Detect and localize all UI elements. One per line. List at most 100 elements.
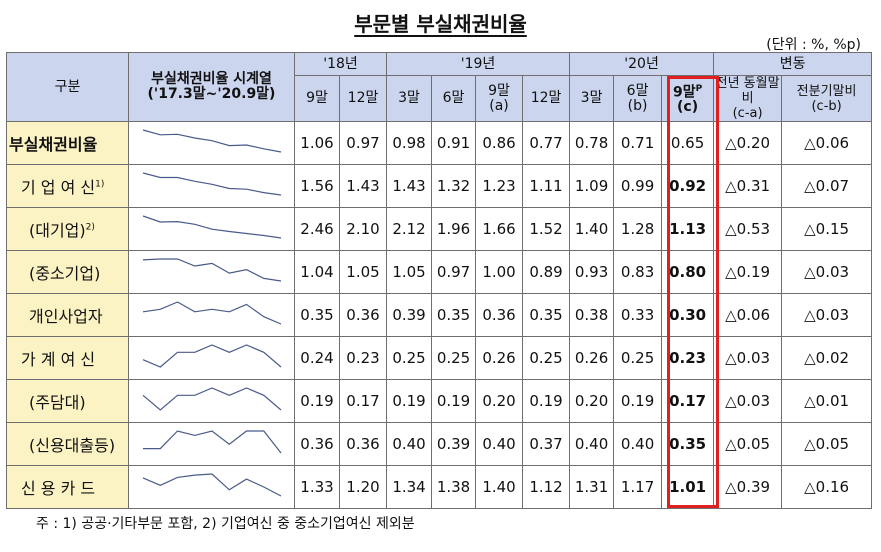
- header-series: 부실채권비율 시계열 ('17.3말~'20.9말): [128, 52, 295, 122]
- table-cell: 0.93: [569, 250, 615, 294]
- table-cell: △0.19: [713, 250, 783, 294]
- table-cell: 0.36: [338, 422, 388, 466]
- table-cell: 0.92: [661, 164, 715, 208]
- col-19-3: 3말: [386, 75, 433, 122]
- col-18-12: 12말: [338, 75, 388, 122]
- table-cell: △0.02: [781, 336, 873, 380]
- table-cell: 2.10: [338, 207, 388, 251]
- col-19-9: 9말 (a): [475, 75, 524, 122]
- table-cell: 0.86: [475, 121, 524, 165]
- table-cell: 0.99: [613, 164, 663, 208]
- table-cell: 0.33: [613, 293, 663, 337]
- table-cell: 1.04: [294, 250, 340, 294]
- table-cell: 0.40: [386, 422, 433, 466]
- header-2019: '19년: [386, 52, 571, 76]
- table-cell: 0.23: [661, 336, 715, 380]
- table-cell: 0.89: [522, 250, 571, 294]
- table-cell: 0.83: [613, 250, 663, 294]
- table-cell: 1.17: [613, 465, 663, 509]
- table-cell: 1.05: [386, 250, 433, 294]
- table-cell: 0.19: [294, 379, 340, 423]
- table-cell: 0.97: [431, 250, 477, 294]
- table-cell: 1.20: [338, 465, 388, 509]
- row-label: (중소기업): [6, 250, 129, 294]
- table-cell: 0.38: [569, 293, 615, 337]
- table-cell: 0.77: [522, 121, 571, 165]
- row-label: (대기업)2): [6, 207, 129, 251]
- table-cell: 0.25: [431, 336, 477, 380]
- col-yoy: 전년 동월말비 (c-a): [713, 75, 783, 122]
- table-cell: △0.07: [781, 164, 873, 208]
- table-cell: 0.35: [661, 422, 715, 466]
- table-cell: △0.06: [781, 121, 873, 165]
- table-cell: 0.35: [431, 293, 477, 337]
- table-cell: 0.24: [294, 336, 340, 380]
- row-label: 부실채권비율: [6, 121, 129, 165]
- table-cell: 0.37: [522, 422, 571, 466]
- sparkline: [128, 207, 295, 251]
- table-row: 기 업 여 신1) 1.56 1.43 1.43 1.32 1.23 1.11 1.09 0.9…: [6, 164, 873, 208]
- table-row: 부실채권비율 1.06 0.97 0.98 0.91 0.86 0.77 0.78 0.71 0.…: [6, 121, 873, 165]
- table-row: (주담대) 0.19 0.17 0.19 0.19 0.20 0.19 0.20 0.19 0.1…: [6, 379, 873, 423]
- row-label: (주담대): [6, 379, 129, 423]
- npl-ratio-table: 구분 부실채권비율 시계열 ('17.3말~'20.9말) '18년 '19년 '…: [6, 52, 873, 509]
- table-cell: 1.33: [294, 465, 340, 509]
- table-cell: 1.38: [431, 465, 477, 509]
- table-cell: 1.13: [661, 207, 715, 251]
- table-cell: 0.30: [661, 293, 715, 337]
- table-cell: 0.19: [522, 379, 571, 423]
- sparkline: [128, 465, 295, 509]
- table-cell: △0.03: [781, 250, 873, 294]
- table-cell: 0.65: [661, 121, 715, 165]
- table-cell: 2.12: [386, 207, 433, 251]
- table-cell: 1.28: [613, 207, 663, 251]
- table-cell: 0.36: [475, 293, 524, 337]
- table-cell: △0.05: [713, 422, 783, 466]
- table-cell: 1.11: [522, 164, 571, 208]
- table-cell: △0.16: [781, 465, 873, 509]
- table-cell: 1.40: [569, 207, 615, 251]
- table-cell: 1.96: [431, 207, 477, 251]
- col-19-6: 6말: [431, 75, 477, 122]
- table-cell: 1.12: [522, 465, 571, 509]
- table-row: (중소기업) 1.04 1.05 1.05 0.97 1.00 0.89 0.93 0.83 0.…: [6, 250, 873, 294]
- table-cell: 1.09: [569, 164, 615, 208]
- table-cell: 0.80: [661, 250, 715, 294]
- table-cell: 1.43: [386, 164, 433, 208]
- table-row: 가 계 여 신 0.24 0.23 0.25 0.25 0.26 0.25 0.26 0.25 0…: [6, 336, 873, 380]
- table-cell: 0.98: [386, 121, 433, 165]
- table-cell: 0.23: [338, 336, 388, 380]
- table-title: 부문별 부실채권비율: [354, 12, 527, 36]
- table-cell: 0.25: [386, 336, 433, 380]
- table-row: (신용대출등) 0.36 0.36 0.40 0.39 0.40 0.37 0.40 0.40 0…: [6, 422, 873, 466]
- table-cell: 0.26: [475, 336, 524, 380]
- table-cell: 0.35: [294, 293, 340, 337]
- table-cell: 0.40: [613, 422, 663, 466]
- table-cell: 2.46: [294, 207, 340, 251]
- row-label: 가 계 여 신: [6, 336, 129, 380]
- table-row: 개인사업자 0.35 0.36 0.39 0.35 0.36 0.35 0.38 0.33 0.3…: [6, 293, 873, 337]
- table-cell: 0.20: [475, 379, 524, 423]
- table-cell: 0.25: [613, 336, 663, 380]
- table-cell: 0.39: [386, 293, 433, 337]
- sparkline: [128, 422, 295, 466]
- table-cell: 0.25: [522, 336, 571, 380]
- table-cell: 0.40: [475, 422, 524, 466]
- table-cell: △0.20: [713, 121, 783, 165]
- table-cell: △0.03: [713, 379, 783, 423]
- table-cell: 0.17: [338, 379, 388, 423]
- table-cell: △0.01: [781, 379, 873, 423]
- table-cell: 0.35: [522, 293, 571, 337]
- table-cell: 1.05: [338, 250, 388, 294]
- table-cell: 1.43: [338, 164, 388, 208]
- table-cell: 1.34: [386, 465, 433, 509]
- table-cell: △0.03: [713, 336, 783, 380]
- table-cell: 1.06: [294, 121, 340, 165]
- table-row: 신 용 카 드 1.33 1.20 1.34 1.38 1.40 1.12 1.31 1.17 1…: [6, 465, 873, 509]
- table-cell: 0.97: [338, 121, 388, 165]
- table-cell: 1.40: [475, 465, 524, 509]
- sparkline: [128, 121, 295, 165]
- col-qoq: 전분기말비 (c-b): [781, 75, 873, 122]
- table-cell: 1.31: [569, 465, 615, 509]
- row-label: 기 업 여 신1): [6, 164, 129, 208]
